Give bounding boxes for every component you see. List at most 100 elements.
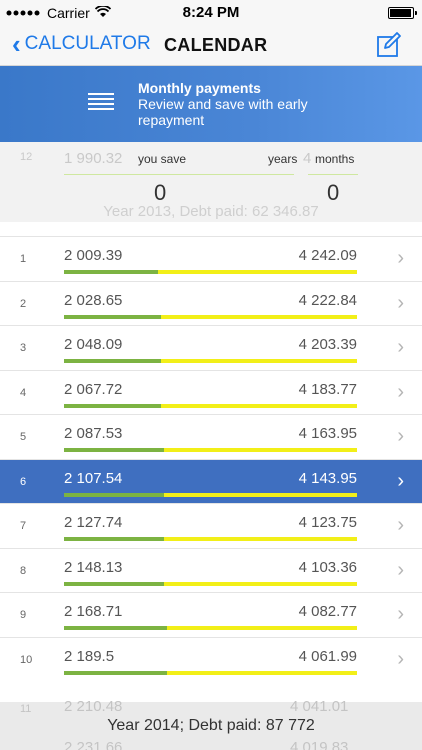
progress-paid (64, 270, 158, 274)
row-index: 4 (20, 386, 27, 399)
ghost-row-right: 4 041.01 (290, 698, 349, 715)
progress-remaining (160, 314, 357, 319)
progress-remaining (166, 670, 357, 675)
balance-amount: 4 082.77 (298, 603, 357, 620)
progress-bar (64, 270, 357, 274)
progress-remaining (163, 537, 357, 541)
back-button[interactable]: ‹ CALCULATOR (12, 29, 151, 59)
principal-amount: 2 009.39 (64, 247, 123, 264)
principal-amount: 2 028.65 (64, 291, 123, 309)
compose-icon (377, 32, 401, 57)
principal-amount: 2 148.13 (64, 558, 123, 576)
progress-bar (64, 581, 357, 586)
nav-bar: ‹ CALCULATOR CALENDAR (0, 26, 422, 66)
progress-paid (64, 314, 161, 319)
progress-bar (64, 314, 357, 319)
table-row[interactable]: 1 2 009.39 4 242.09 › (0, 236, 422, 281)
carrier-label: Carrier (47, 5, 90, 21)
wifi-icon (94, 5, 111, 21)
progress-remaining (163, 448, 357, 452)
table-row[interactable]: 6 2 107.54 4 143.95 › (0, 458, 422, 503)
summary-divider (64, 174, 294, 175)
balance-amount: 4 222.84 (298, 291, 357, 309)
table-row[interactable]: 9 2 168.71 4 082.77 › (0, 592, 422, 637)
ghost-row-index: 11 (20, 703, 32, 715)
progress-remaining (160, 359, 357, 363)
progress-paid (64, 403, 161, 408)
principal-amount: 2 189.5 (64, 647, 115, 665)
chevron-right-icon: › (397, 380, 404, 403)
progress-bar (64, 403, 357, 408)
table-row[interactable]: 4 2 067.72 4 183.77 › (0, 369, 422, 414)
row-index: 10 (20, 653, 33, 666)
progress-bar (64, 537, 357, 541)
chevron-right-icon: › (397, 647, 404, 670)
status-left: Carrier (6, 5, 111, 21)
principal-amount: 2 048.09 (64, 336, 123, 353)
principal-amount: 2 107.54 (64, 469, 123, 487)
principal-amount: 2 127.74 (64, 514, 123, 531)
row-index: 6 (20, 475, 27, 488)
progress-remaining (166, 626, 357, 630)
balance-amount: 4 203.39 (298, 336, 357, 353)
table-row[interactable]: 3 2 048.09 4 203.39 › (0, 325, 422, 370)
summary-divider (308, 174, 358, 175)
balance-amount: 4 143.95 (298, 469, 357, 487)
progress-paid (64, 626, 167, 630)
progress-bar (64, 359, 357, 363)
row-index: 8 (20, 564, 27, 577)
table-row[interactable]: 2 2 028.65 4 222.84 › (0, 280, 422, 325)
compose-button[interactable] (376, 32, 402, 58)
table-row[interactable]: 7 2 127.74 4 123.75 › (0, 503, 422, 548)
progress-bar (64, 448, 357, 452)
status-bar: Carrier 8:24 PM (0, 0, 422, 26)
progress-remaining (163, 492, 357, 497)
table-row[interactable]: 5 2 087.53 4 163.95 › (0, 414, 422, 459)
ghost-year-header: Year 2013, Debt paid: 62 346.87 (103, 203, 319, 220)
signal-icon (6, 5, 42, 21)
page-title: CALENDAR (164, 35, 268, 55)
ghost-row-left: 2 231.66 (64, 739, 123, 750)
progress-paid (64, 448, 164, 452)
year-summary: Year 2014; Debt paid: 87 772 (107, 717, 315, 734)
balance-amount: 4 183.77 (298, 380, 357, 398)
years-label: years (268, 152, 298, 166)
principal-amount: 2 168.71 (64, 603, 123, 620)
months-value: 0 (327, 180, 340, 205)
banner-title: Monthly payments (138, 80, 261, 96)
ghost-row-right: 4 (303, 150, 312, 167)
status-time: 8:24 PM (182, 4, 240, 21)
table-row[interactable]: 8 2 148.13 4 103.36 › (0, 547, 422, 592)
chevron-right-icon: › (397, 558, 404, 581)
row-index: 7 (20, 520, 27, 532)
chevron-left-icon: ‹ (12, 29, 21, 59)
progress-remaining (163, 581, 357, 586)
progress-paid (64, 670, 167, 675)
year-footer: 11 2 210.48 4 041.01 2 231.66 4 019.83 Y… (0, 698, 422, 750)
row-index: 9 (20, 609, 27, 621)
progress-bar (64, 670, 357, 675)
balance-amount: 4 061.99 (298, 647, 357, 665)
chevron-right-icon: › (397, 425, 404, 447)
progress-bar (64, 492, 357, 497)
principal-amount: 2 087.53 (64, 425, 123, 442)
chevron-right-icon: › (397, 336, 404, 358)
chevron-right-icon: › (397, 469, 404, 492)
row-index: 2 (20, 297, 27, 310)
table-row[interactable]: 10 2 189.5 4 061.99 › (0, 636, 422, 681)
monthly-payments-banner[interactable]: Monthly payments Review and save with ea… (0, 66, 422, 142)
progress-remaining (160, 403, 357, 408)
chevron-right-icon: › (397, 247, 404, 269)
ghost-row-left: 2 210.48 (64, 698, 123, 715)
progress-paid (64, 492, 164, 497)
progress-paid (64, 359, 161, 363)
progress-remaining (157, 270, 357, 274)
balance-amount: 4 103.36 (298, 558, 357, 576)
you-save-value: 0 (154, 180, 167, 205)
balance-amount: 4 123.75 (298, 514, 357, 531)
principal-amount: 2 067.72 (64, 380, 123, 398)
row-index: 5 (20, 431, 27, 443)
savings-summary: 12 1 990.32 4 you save years months 0 0 … (0, 142, 422, 222)
months-label: months (315, 152, 355, 166)
progress-bar (64, 626, 357, 630)
